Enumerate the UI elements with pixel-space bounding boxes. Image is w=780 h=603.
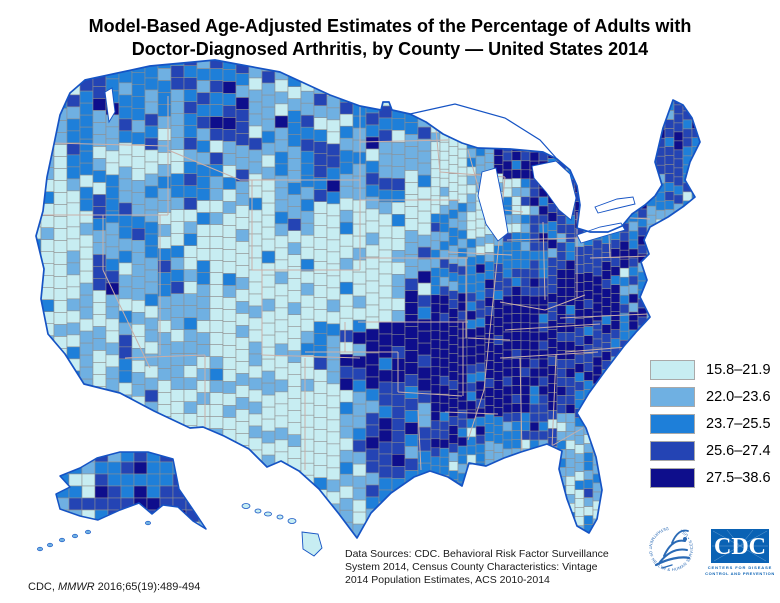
cdc-tagline-line1: CENTERS FOR DISEASE xyxy=(708,565,772,570)
legend-item: 22.0–23.6 xyxy=(650,386,771,407)
hhs-logo: DEPARTMENT OF HEALTH & HUMAN SERVICES • … xyxy=(648,526,694,572)
cdc-acronym-text: CDC xyxy=(714,534,766,560)
canada-lakes-border xyxy=(409,103,558,160)
legend-swatch-class5 xyxy=(650,467,695,488)
great-lakes xyxy=(104,87,636,244)
map-legend: 15.8–21.9 22.0–23.6 23.7–25.5 25.6–27.4 … xyxy=(650,359,771,494)
legend-item: 23.7–25.5 xyxy=(650,413,771,434)
citation-suffix: 2016;65(19):489-494 xyxy=(94,581,201,593)
citation-journal: MMWR xyxy=(57,581,95,593)
data-sources-line-2: System 2014, Census County Characteristi… xyxy=(345,561,598,573)
legend-item: 25.6–27.4 xyxy=(650,440,771,461)
legend-swatch-class3 xyxy=(650,413,695,434)
alaska-border xyxy=(55,451,207,530)
hawaii-island xyxy=(264,511,272,517)
national-border xyxy=(35,59,701,539)
agency-logos: DEPARTMENT OF HEALTH & HUMAN SERVICES • … xyxy=(648,526,775,576)
cdc-tagline-line2: CONTROL AND PREVENTION xyxy=(705,571,775,576)
citation-prefix: CDC, xyxy=(28,581,58,593)
legend-label-class2: 22.0–23.6 xyxy=(706,388,771,405)
title-line-1: Model-Based Age-Adjusted Estimates of th… xyxy=(88,16,692,36)
legend-item: 15.8–21.9 xyxy=(650,359,771,380)
cdc-logo-rays xyxy=(712,529,768,562)
legend-swatch-class1 xyxy=(650,359,695,380)
cdc-logo: CDC CENTERS FOR DISEASE CONTROL AND PREV… xyxy=(705,529,775,576)
legend-swatch-class4 xyxy=(650,440,695,461)
title-line-2: Doctor-Diagnosed Arthritis, by County — … xyxy=(131,39,649,59)
data-sources-line-1: Data Sources: CDC. Behavioral Risk Facto… xyxy=(345,548,609,560)
hawaii-island xyxy=(241,503,251,509)
aleutian-island xyxy=(59,537,65,543)
legend-swatch-class2 xyxy=(650,386,695,407)
aleutian-island xyxy=(37,546,43,552)
data-sources-line-3: 2014 Population Estimates, ACS 2010-2014 xyxy=(345,574,550,586)
hawaii-island xyxy=(276,514,284,520)
data-sources-note: Data Sources: CDC. Behavioral Risk Facto… xyxy=(345,548,609,587)
alaska-mosaic xyxy=(56,452,206,529)
hawaii-island xyxy=(254,508,262,514)
legend-label-class4: 25.6–27.4 xyxy=(706,442,771,459)
aleutian-island xyxy=(85,529,91,535)
aleutian-island xyxy=(72,533,78,539)
state-borders xyxy=(39,96,651,471)
legend-label-class5: 27.5–38.6 xyxy=(706,469,771,486)
hhs-eagle-icon xyxy=(654,529,691,569)
aleutian-island xyxy=(145,520,151,526)
hawaii-big-island xyxy=(301,531,323,557)
legend-label-class3: 23.7–25.5 xyxy=(706,415,771,432)
journal-citation: CDC, MMWR 2016;65(19):489-494 xyxy=(28,581,200,593)
aleutian-island xyxy=(47,542,53,548)
hawaii-island xyxy=(287,518,297,524)
page-title: Model-Based Age-Adjusted Estimates of th… xyxy=(0,15,780,61)
legend-label-class1: 15.8–21.9 xyxy=(706,361,771,378)
legend-item: 27.5–38.6 xyxy=(650,467,771,488)
